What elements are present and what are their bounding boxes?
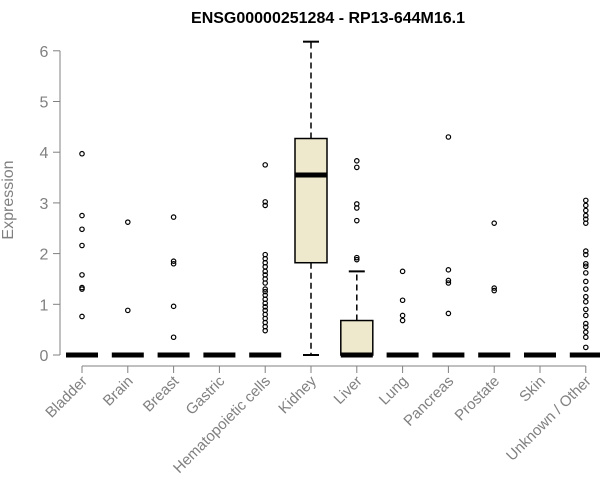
x-tick-label-unknown-other: Unknown / Other: [503, 373, 595, 465]
outlier-bladder-0: [79, 150, 85, 157]
x-tick-label-skin: Skin: [516, 373, 549, 406]
outlier-unknown-other-21: [582, 344, 589, 351]
y-tick-label-2: 2: [40, 247, 49, 264]
outlier-unknown-other-18: [582, 324, 589, 330]
outlier-prostate-1: [491, 285, 498, 291]
y-axis-label: Expression: [0, 160, 17, 239]
box-pancreas: [432, 134, 465, 358]
outlier-pancreas-0: [445, 134, 452, 140]
outlier-breast-2: [170, 260, 177, 267]
outlier-unknown-other-0: [582, 197, 589, 204]
outlier-pancreas-4: [445, 310, 452, 317]
outlier-prostate-2: [491, 287, 498, 294]
outlier-hematopoietic-cells-10: [262, 280, 269, 286]
outlier-unknown-other-20: [582, 334, 589, 341]
outlier-unknown-other-8: [582, 260, 589, 267]
outlier-liver-5: [353, 254, 360, 261]
outlier-brain-0: [125, 219, 131, 225]
outlier-pancreas-2: [445, 277, 452, 284]
outlier-brain-1: [125, 307, 131, 314]
outlier-bladder-1: [79, 212, 85, 219]
outlier-unknown-other-6: [582, 248, 589, 254]
x-tick-label-breast: Breast: [140, 372, 183, 415]
x-tick-label-brain: Brain: [100, 373, 137, 410]
outlier-breast-0: [170, 214, 177, 220]
outlier-liver-3: [353, 205, 360, 211]
box-bladder: [66, 150, 98, 358]
y-tick-label-5: 5: [40, 95, 49, 112]
outlier-unknown-other-11: [582, 278, 589, 285]
y-tick-label-6: 6: [40, 44, 49, 61]
y-tick-label-4: 4: [40, 145, 49, 162]
outlier-hematopoietic-cells-22: [262, 327, 269, 334]
box-prostate: [478, 220, 511, 358]
box-kidney: [294, 40, 328, 356]
box-body-liver: [340, 319, 374, 356]
x-tick-label-bladder: Bladder: [42, 373, 91, 422]
x-tick-label-liver: Liver: [331, 373, 366, 408]
outlier-unknown-other-13: [582, 293, 589, 300]
box-hematopoietic-cells: [249, 162, 282, 358]
outlier-bladder-6: [79, 286, 85, 292]
x-tick-label-gastric: Gastric: [183, 372, 229, 418]
outlier-hematopoietic-cells-12: [262, 288, 269, 295]
y-tick-label-1: 1: [40, 297, 49, 314]
outlier-unknown-other-14: [582, 298, 589, 305]
outlier-liver-0: [353, 158, 360, 164]
box-lung: [386, 268, 419, 358]
outlier-hematopoietic-cells-11: [262, 286, 269, 292]
outlier-unknown-other-1: [582, 202, 589, 209]
outlier-hematopoietic-cells-0: [262, 162, 269, 168]
x-tick-label-pancreas: Pancreas: [400, 373, 457, 430]
outlier-breast-3: [170, 303, 177, 310]
outlier-breast-4: [170, 334, 177, 341]
x-tick-label-prostate: Prostate: [451, 373, 503, 425]
outlier-unknown-other-3: [582, 212, 589, 219]
outlier-unknown-other-19: [582, 329, 589, 335]
outlier-unknown-other-15: [582, 306, 589, 313]
x-tick-label-kidney: Kidney: [275, 372, 320, 417]
outlier-hematopoietic-cells-1: [262, 199, 269, 205]
box-brain: [111, 219, 144, 358]
outlier-pancreas-3: [445, 280, 452, 286]
chart-title: ENSG00000251284 - RP13-644M16.1: [191, 10, 465, 27]
box-breast: [157, 214, 190, 358]
outlier-unknown-other-7: [582, 251, 589, 258]
outlier-hematopoietic-cells-16: [262, 304, 269, 310]
outlier-liver-1: [353, 164, 360, 171]
outlier-unknown-other-16: [582, 312, 589, 319]
outlier-pancreas-1: [445, 267, 452, 273]
y-tick-label-3: 3: [40, 196, 49, 213]
outlier-bladder-2: [79, 226, 85, 233]
outlier-unknown-other-9: [582, 263, 589, 270]
y-tick-label-0: 0: [40, 348, 49, 365]
outlier-liver-6: [353, 256, 360, 263]
outlier-hematopoietic-cells-7: [262, 268, 269, 275]
outlier-bladder-7: [79, 313, 85, 320]
outlier-unknown-other-5: [582, 220, 589, 226]
box-body-kidney: [294, 137, 328, 264]
outlier-lung-3: [399, 317, 406, 324]
x-tick-label-lung: Lung: [376, 373, 412, 409]
outlier-breast-1: [170, 258, 177, 265]
outlier-lung-0: [399, 268, 406, 275]
outlier-prostate-0: [491, 220, 498, 226]
box-liver: [340, 158, 374, 358]
outlier-lung-1: [399, 297, 406, 304]
outlier-bladder-4: [79, 272, 85, 278]
outlier-lung-2: [399, 312, 406, 319]
outlier-liver-4: [353, 217, 360, 224]
outlier-unknown-other-10: [582, 270, 589, 276]
outlier-unknown-other-12: [582, 286, 589, 292]
outlier-bladder-3: [79, 242, 85, 249]
outlier-hematopoietic-cells-15: [262, 300, 269, 307]
outlier-unknown-other-17: [582, 320, 589, 327]
outlier-hematopoietic-cells-2: [262, 202, 269, 209]
box-unknown-other: [569, 197, 600, 358]
outlier-unknown-other-2: [582, 207, 589, 214]
